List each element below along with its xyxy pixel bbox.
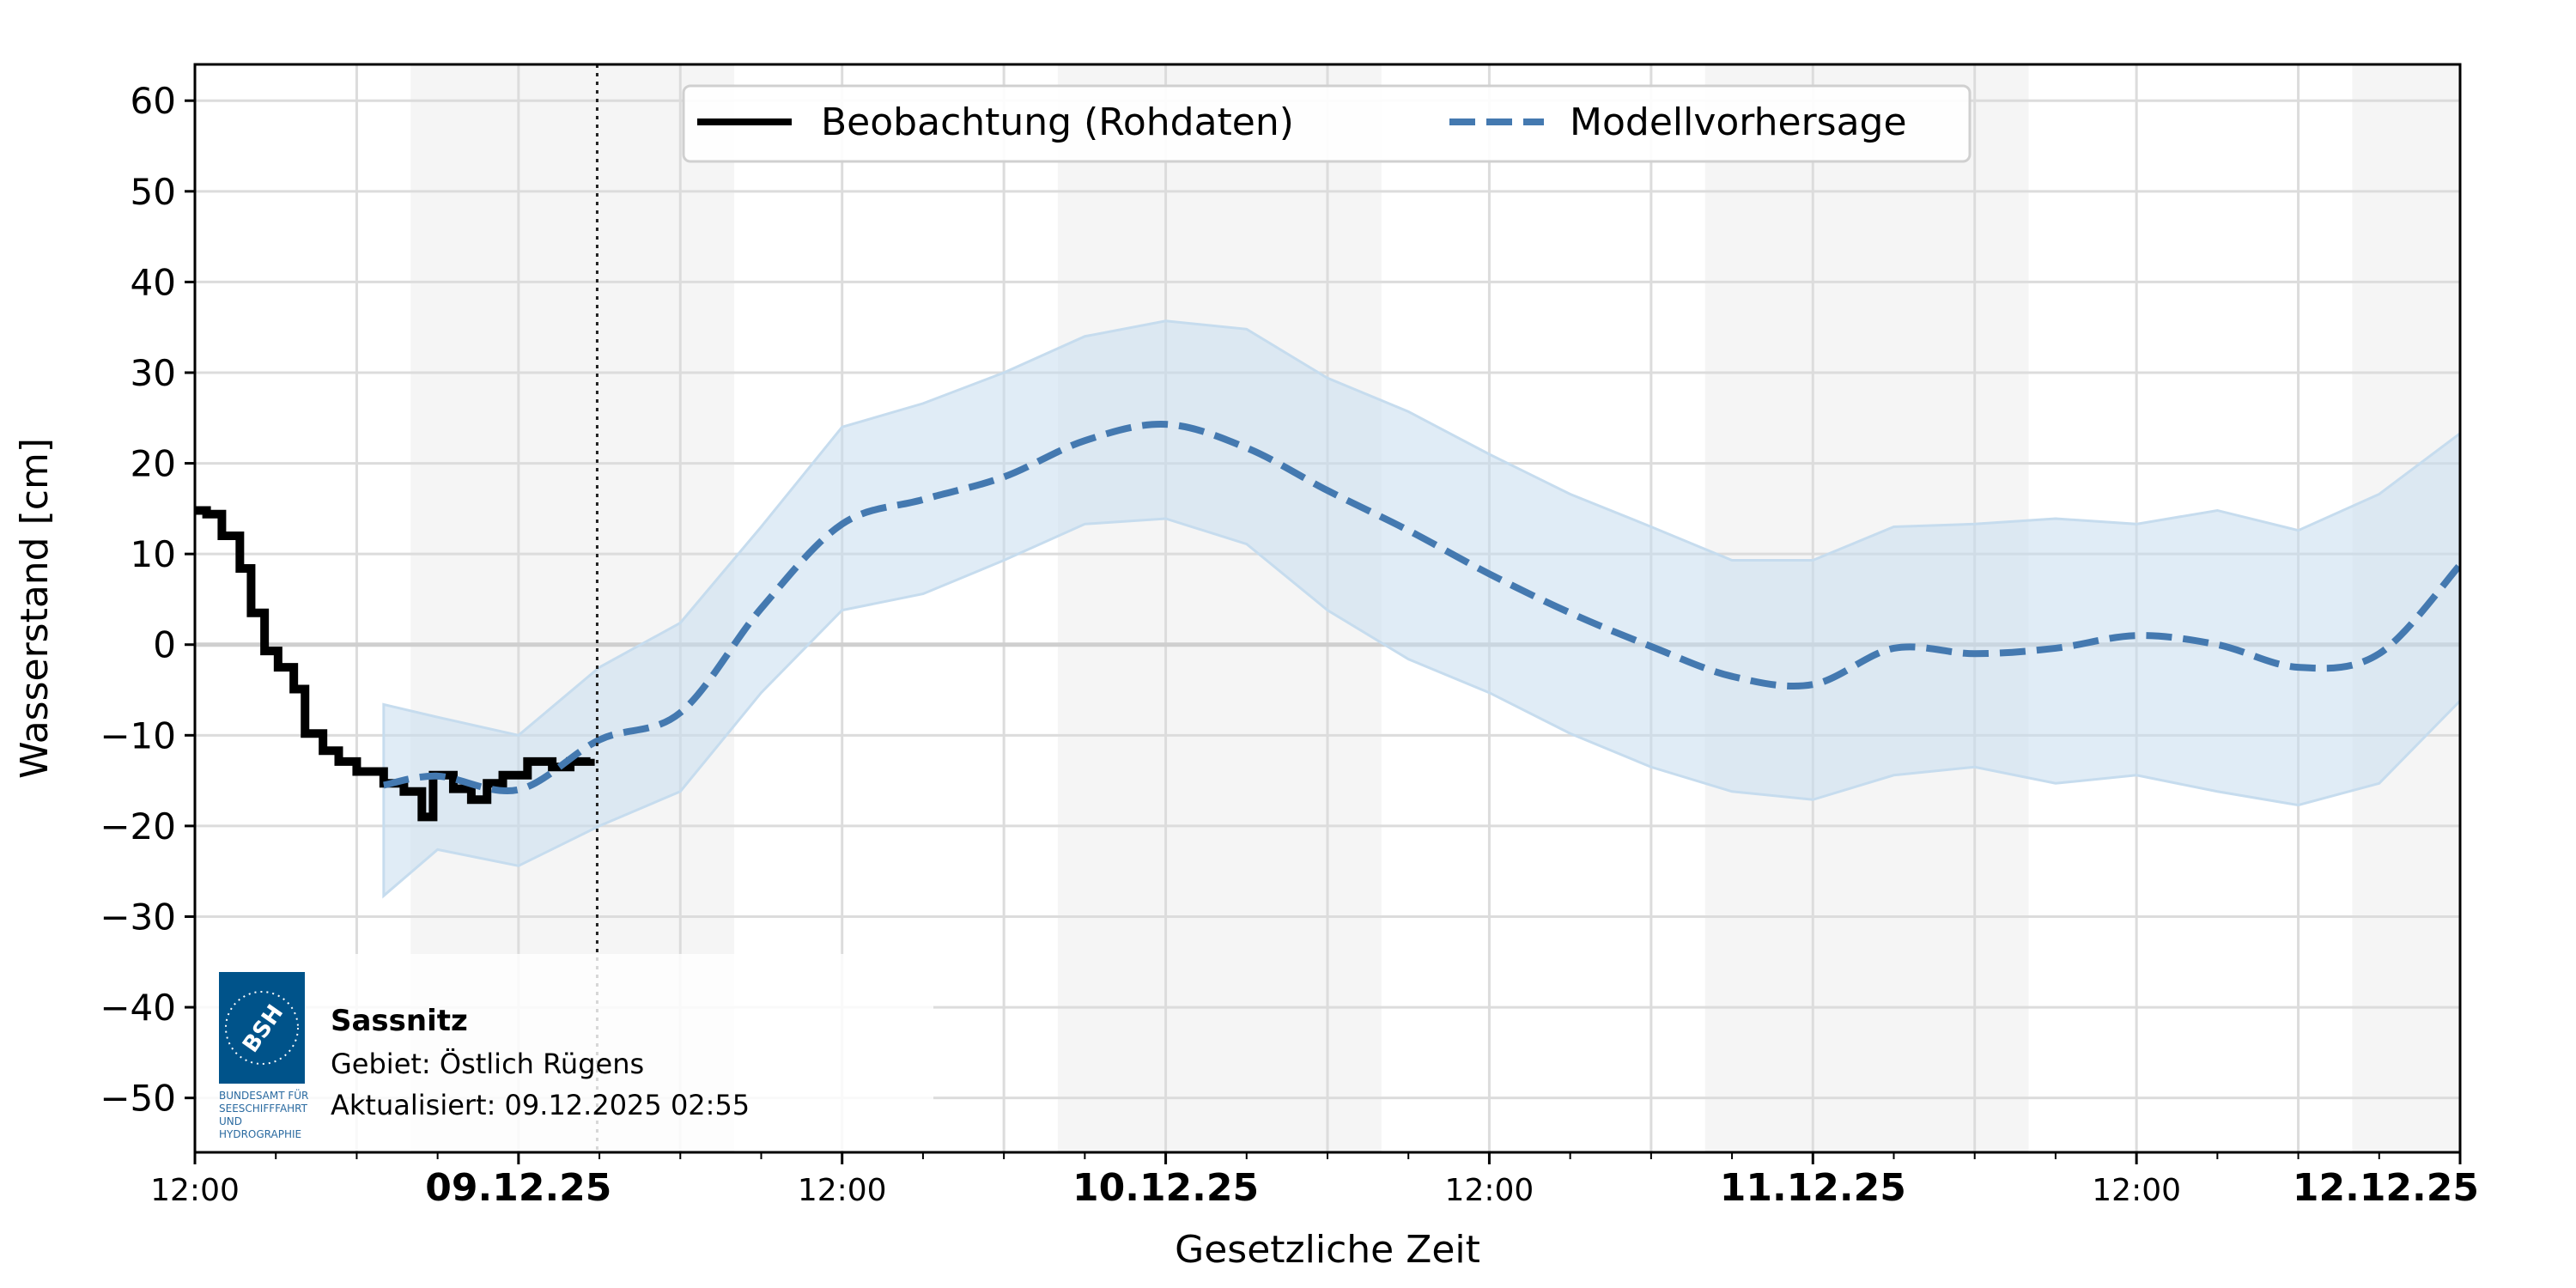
x-tick-label: 12:00 [1445, 1173, 1534, 1208]
y-tick-label: 0 [153, 624, 176, 666]
bsh-logo-caption-3: UND [219, 1115, 242, 1127]
x-tick-label: 12.12.25 [2293, 1166, 2479, 1210]
y-tick-label: −50 [100, 1078, 176, 1120]
y-tick-label: −10 [100, 714, 176, 756]
x-tick-label: 11.12.25 [1720, 1166, 1906, 1210]
y-tick-label: 50 [131, 171, 176, 213]
x-tick-label: 12:00 [2092, 1173, 2181, 1208]
legend-label-forecast: Modellvorhersage [1570, 100, 1907, 144]
legend: Beobachtung (Rohdaten) Modellvorhersage [682, 84, 1971, 163]
y-tick-label: −20 [100, 805, 176, 848]
plot-frame [193, 63, 2462, 1154]
y-tick-label: 30 [131, 352, 176, 394]
x-tick-label: 12:00 [798, 1173, 887, 1208]
bsh-logo-ring [225, 991, 299, 1065]
y-tick-label: 20 [131, 443, 176, 485]
x-tick-label: 10.12.25 [1072, 1166, 1259, 1210]
bsh-logo: BSH BUNDESAMT FÜR SEESCHIFFFAHRT UND HYD… [219, 972, 308, 1140]
x-axis-label: Gesetzliche Zeit [1175, 1228, 1480, 1272]
legend-label-observation: Beobachtung (Rohdaten) [821, 100, 1294, 144]
bsh-logo-caption-4: HYDROGRAPHIE [219, 1128, 301, 1140]
bsh-logo-caption-1: BUNDESAMT FÜR [219, 1088, 308, 1102]
y-tick-label: 60 [131, 80, 176, 122]
y-tick-label: 10 [131, 533, 176, 575]
station-name: Sassnitz [331, 1004, 468, 1038]
updated-label: Aktualisiert: 09.12.2025 02:55 [331, 1089, 750, 1121]
y-tick-label: −30 [100, 896, 176, 938]
info-box-background [197, 954, 933, 1151]
legend-box [682, 84, 1971, 163]
y-tick-label: 40 [131, 261, 176, 303]
x-tick-label: 09.12.25 [425, 1166, 611, 1210]
info-box: BSH BUNDESAMT FÜR SEESCHIFFFAHRT UND HYD… [197, 954, 933, 1151]
series-layer [195, 64, 2463, 1152]
y-axis-label: Wasserstand [cm] [13, 438, 57, 779]
forecast-line [383, 421, 2463, 794]
observation-line [195, 506, 595, 822]
y-tick-label: −40 [100, 987, 176, 1029]
axes: −50 −40 −30 −20 −10 0 10 20 30 40 50 60 12:00 09.12.2… [13, 63, 2479, 1272]
bsh-logo-caption-2: SEESCHIFFFAHRT [219, 1103, 308, 1115]
bsh-logo-square [219, 972, 305, 1084]
area-label: Gebiet: Östlich Rügens [331, 1048, 644, 1080]
x-tick-label: 12:00 [150, 1173, 240, 1208]
